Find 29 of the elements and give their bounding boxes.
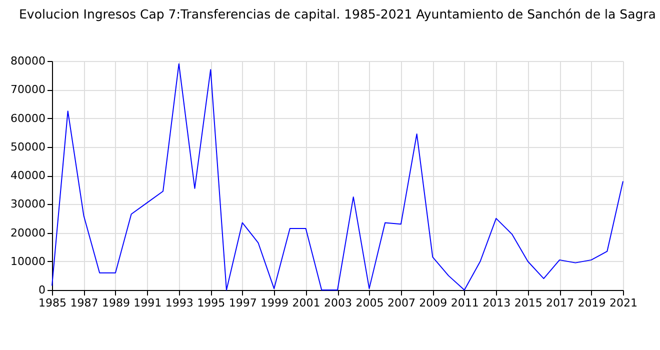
x-tick-label: 2003 bbox=[324, 296, 352, 310]
x-tick-label: 2001 bbox=[292, 296, 320, 310]
x-tick-label: 2009 bbox=[419, 296, 448, 310]
x-tick-label: 2017 bbox=[546, 296, 574, 310]
chart-title: Evolucion Ingresos Cap 7:Transferencias de capital. 1985-2021 Ayuntamiento de Sanchón de la Sagra bbox=[19, 6, 656, 22]
x-tick-label: 2011 bbox=[450, 296, 479, 310]
x-tick-label: 1989 bbox=[102, 296, 130, 310]
x-tick-label: 1985 bbox=[38, 296, 66, 310]
x-tick-label: 2013 bbox=[482, 296, 511, 310]
y-tick-label: 80000 bbox=[10, 54, 46, 68]
x-tick-label: 2007 bbox=[387, 296, 416, 310]
y-tick-label: 70000 bbox=[10, 83, 46, 96]
x-tick-label: 1987 bbox=[70, 296, 98, 310]
y-tick-label: 20000 bbox=[10, 226, 46, 240]
x-tick-label: 1999 bbox=[260, 296, 289, 310]
x-tick-label: 1991 bbox=[134, 296, 162, 310]
x-tick-label: 2021 bbox=[610, 296, 638, 310]
y-tick-label: 30000 bbox=[10, 198, 46, 211]
y-tick-label: 50000 bbox=[10, 140, 46, 154]
x-tick-label: 2015 bbox=[514, 296, 542, 310]
y-tick-label: 60000 bbox=[10, 112, 46, 125]
x-tick-label: 1997 bbox=[228, 296, 257, 310]
x-tick-label: 1995 bbox=[197, 296, 226, 310]
y-tick-label: 0 bbox=[38, 284, 46, 296]
y-tick-label: 10000 bbox=[10, 254, 46, 268]
x-tick-label: 2005 bbox=[356, 296, 384, 310]
x-tick-label: 1993 bbox=[165, 296, 194, 310]
y-tick-label: 40000 bbox=[10, 169, 46, 182]
x-tick-label: 2019 bbox=[578, 296, 606, 310]
